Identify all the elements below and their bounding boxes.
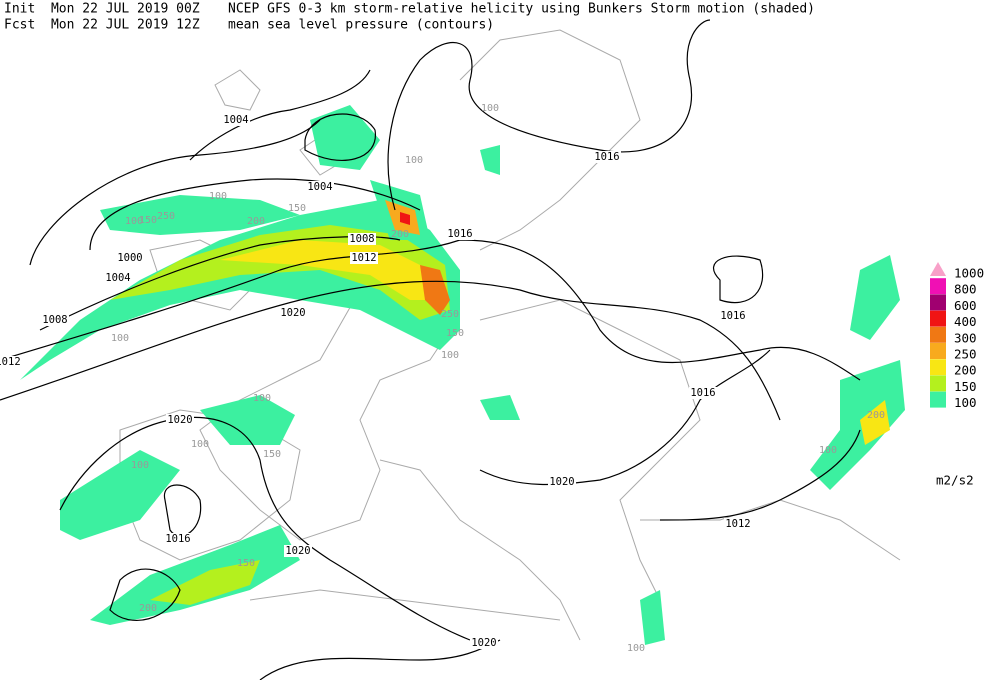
contour-label-bg <box>279 307 307 319</box>
contour-label-bg <box>116 252 144 264</box>
legend-swatch <box>930 359 946 376</box>
contour-label: 1020 <box>167 414 192 426</box>
legend-unit: m2/s2 <box>936 473 974 488</box>
shade-label: 100 <box>191 439 209 450</box>
isobars <box>0 19 861 680</box>
shade-label: 150 <box>139 215 157 226</box>
shade-label: 150 <box>446 328 464 339</box>
legend-swatch <box>930 375 946 392</box>
shade-label: 100 <box>405 155 423 166</box>
shade-label: 100 <box>131 460 149 471</box>
legend-label: 400 <box>954 314 977 329</box>
shade-label: 250 <box>157 211 175 222</box>
legend-swatch <box>930 294 946 311</box>
legend-label: 100 <box>954 395 977 410</box>
shade-label: 200 <box>391 229 409 240</box>
legend-swatch <box>930 391 946 408</box>
shade-label: 100 <box>481 103 499 114</box>
contour-label: 1012 <box>351 252 376 264</box>
contour-label-bg <box>719 310 747 322</box>
contour-label-bg <box>41 314 69 326</box>
legend-swatch <box>930 278 946 295</box>
legend-label: 300 <box>954 330 977 345</box>
contour-label: 1004 <box>105 272 130 284</box>
contour-label-bg <box>446 228 474 240</box>
shade-label: 150 <box>288 203 306 214</box>
shade-label: 100 <box>441 350 459 361</box>
legend-label: 200 <box>954 363 977 378</box>
init-line: Init Mon 22 JUL 2019 00Z <box>4 2 200 17</box>
fcst-line: Fcst Mon 22 JUL 2019 12Z <box>4 18 200 33</box>
contour-label: 1008 <box>349 233 374 245</box>
contour-label: 1004 <box>223 114 248 126</box>
legend-swatch <box>930 310 946 327</box>
contour-label: 1012 <box>725 518 750 530</box>
contour-label: 1000 <box>117 252 142 264</box>
legend-label: 150 <box>954 379 977 394</box>
contour-label: 1016 <box>447 228 472 240</box>
contour-label: 1004 <box>307 181 332 193</box>
contour-label: 1016 <box>594 151 619 163</box>
shade-label: 100 <box>209 191 227 202</box>
shade-label: 100 <box>125 216 143 227</box>
contour-label-bg <box>689 387 717 399</box>
contour-label: 1016 <box>720 310 745 322</box>
contour-label-bg <box>0 356 22 368</box>
shade-label: 200 <box>247 216 265 227</box>
contour-label: 1020 <box>280 307 305 319</box>
shade-label: 250 <box>441 309 459 320</box>
shade-label: 200 <box>139 603 157 614</box>
contour-label-bg <box>164 533 192 545</box>
legend-swatch <box>930 326 946 343</box>
shade-label: 100 <box>627 643 645 654</box>
contour-label: 1016 <box>165 533 190 545</box>
contour-label: 1012 <box>0 356 21 368</box>
shade-label: 100 <box>819 445 837 456</box>
contour-label-bg <box>284 545 312 557</box>
contour-label-bg <box>724 518 752 530</box>
contour-label: 1020 <box>549 476 574 488</box>
shade-label: 100 <box>253 393 271 404</box>
contour-label-bg <box>548 476 576 488</box>
contour-label-bg <box>593 151 621 163</box>
contour-label: 1016 <box>690 387 715 399</box>
title: NCEP GFS 0-3 km storm-relative helicity … <box>228 2 815 17</box>
contour-label: 1008 <box>42 314 67 326</box>
legend-label: 250 <box>954 347 977 362</box>
shade-label: 150 <box>237 558 255 569</box>
helicity-shading <box>20 105 905 645</box>
contour-label: 1020 <box>285 545 310 557</box>
shade-label: 200 <box>867 410 885 421</box>
subtitle: mean sea level pressure (contours) <box>228 18 494 33</box>
contour-label-bg <box>166 414 194 426</box>
contour-label-bg <box>222 114 250 126</box>
contour-label-bg <box>350 252 378 264</box>
legend-label: 800 <box>954 282 977 297</box>
contour-label: 1020 <box>471 637 496 649</box>
contour-label-bg <box>348 233 376 245</box>
shade-label: 100 <box>111 333 129 344</box>
contour-label-bg <box>306 181 334 193</box>
legend-label: 600 <box>954 298 977 313</box>
contour-label-bg <box>470 637 498 649</box>
legend-label: 1000 <box>954 266 984 281</box>
shade-label: 150 <box>263 449 281 460</box>
legend-swatch <box>930 262 946 276</box>
contour-label-bg <box>104 272 132 284</box>
legend-swatch <box>930 343 946 359</box>
